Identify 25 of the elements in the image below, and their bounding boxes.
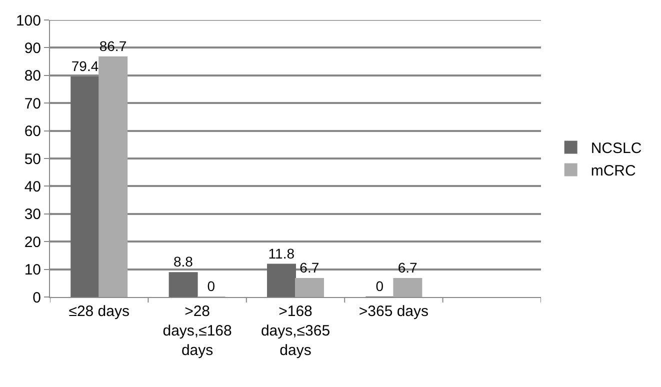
y-tick-label: 50 xyxy=(24,150,41,168)
x-tick-label: >365 days xyxy=(358,303,429,320)
y-tick-label: 10 xyxy=(24,262,41,279)
y-tick-label: 90 xyxy=(24,40,41,57)
y-tick-label: 70 xyxy=(24,95,41,112)
y-tick-label: 0 xyxy=(32,289,41,306)
data-label: 0 xyxy=(376,278,384,294)
data-label: 79.4 xyxy=(71,58,99,74)
data-label: 11.8 xyxy=(268,245,295,262)
y-tick-label: 40 xyxy=(24,178,41,196)
x-tick-label: ≤28 days xyxy=(68,303,130,320)
y-tick-label: 80 xyxy=(24,68,41,85)
x-tick-label: >168 days,≤365 days xyxy=(260,303,330,359)
data-label: 0 xyxy=(207,278,216,294)
y-tick-label: 30 xyxy=(24,206,41,224)
data-label: 8.8 xyxy=(173,254,194,270)
y-tick-label: 60 xyxy=(24,123,41,140)
data-label: 6.7 xyxy=(398,259,418,276)
data-label: 86.7 xyxy=(99,38,127,54)
y-tick-label: 100 xyxy=(16,12,41,30)
x-tick-label: >28 days,≤168 days xyxy=(162,303,232,359)
legend-label: mCRC xyxy=(590,162,636,180)
legend-label: NCSLC xyxy=(590,140,642,158)
y-tick-label: 20 xyxy=(24,234,41,251)
data-label: 6.7 xyxy=(300,259,320,276)
